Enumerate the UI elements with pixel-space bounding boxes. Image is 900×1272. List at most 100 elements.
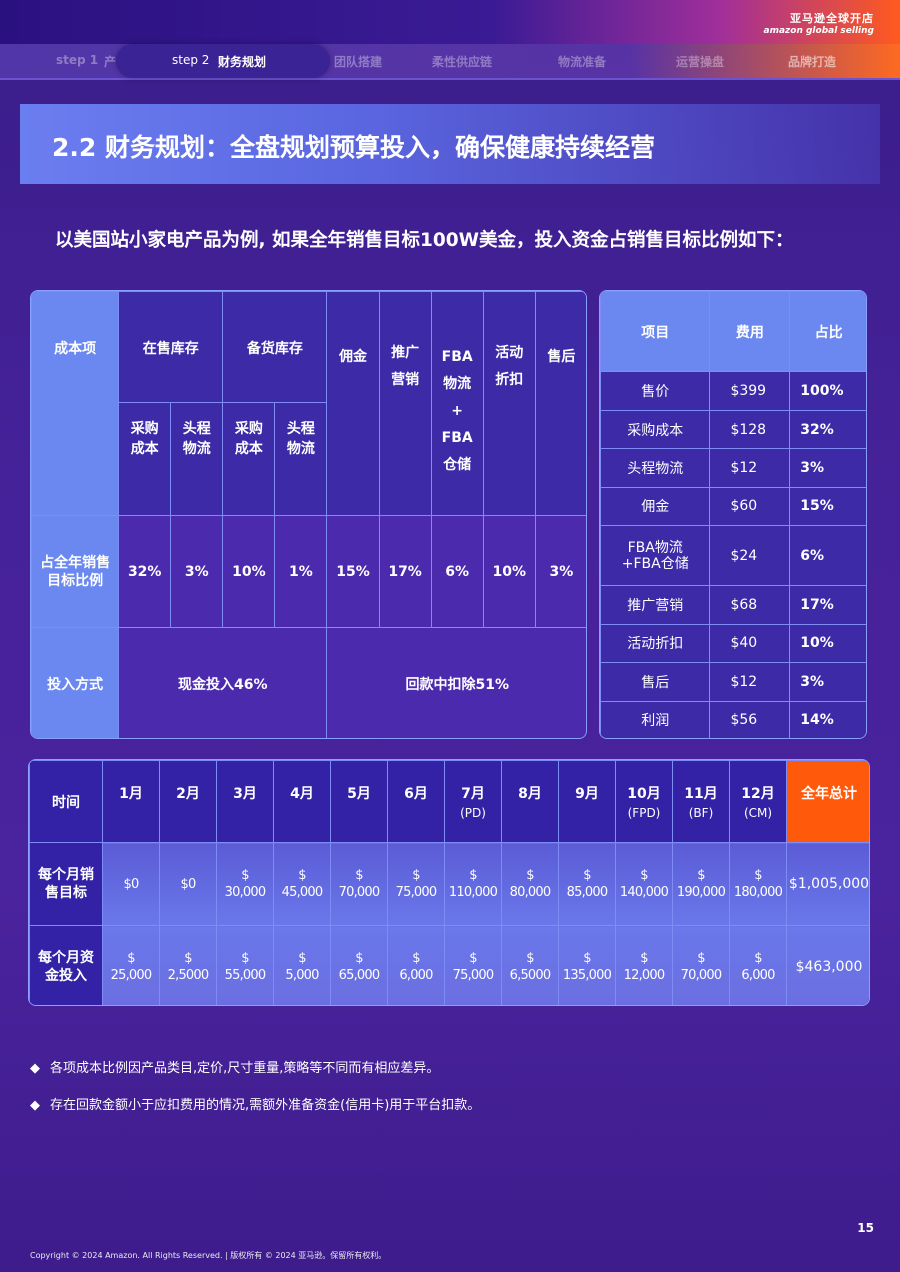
price-row: 推广营销 $68 17% [600, 585, 866, 625]
price-ratio: 6% [789, 525, 866, 587]
month-header: 6月 [387, 760, 445, 843]
month-value: $ 65,000 [330, 925, 388, 1005]
price-ratio: 15% [789, 486, 866, 527]
month-label: 7月 [461, 786, 485, 802]
purchase-text-1: 采购成本 [130, 421, 159, 457]
step-2-active[interactable]: step 2 财务规划 [116, 44, 330, 78]
price-item: 利润 [600, 700, 711, 738]
ratio-label: 占全年销售目标比例 [31, 515, 120, 628]
deduct-cell: 回款中扣除51% [326, 627, 586, 738]
note-item: ◆ 各项成本比例因产品类目,定价,尺寸重量,策略等不同而有相应差异。 [30, 1057, 480, 1076]
price-row: 头程物流 $12 3% [600, 448, 866, 488]
annual-total-value: $463,000 [786, 925, 869, 1005]
cost-ratio-table: 成本项 在售库存 备货库存 佣金 推广营销 FBA 物流 + FBA 仓储 活动… [30, 290, 587, 739]
ratio-cell: 10% [222, 515, 276, 628]
month-header: 7月 (PD) [444, 760, 502, 843]
month-value: $ 70,000 [330, 842, 388, 926]
invest-label: 每个月资金投入 [29, 925, 103, 1005]
month-label: 4月 [290, 786, 314, 802]
month-label: 3月 [233, 786, 257, 802]
first-leg-text-1: 头程物流 [182, 421, 211, 457]
month-value: $ 6,000 [729, 925, 787, 1005]
fba-l3: FBA [441, 430, 473, 446]
price-item: 佣金 [600, 486, 711, 527]
price-ratio: 32% [789, 409, 866, 450]
cash-invest-cell: 现金投入46% [118, 627, 328, 738]
month-header: 11月 (BF) [672, 760, 730, 843]
month-label: 1月 [119, 786, 143, 802]
month-value: $0 [102, 842, 160, 926]
month-header: 1月 [102, 760, 160, 843]
diamond-icon: ◆ [30, 1098, 40, 1113]
fba-header: FBA 物流 + FBA 仓储 [430, 291, 484, 516]
time-label: 时间 [29, 760, 103, 843]
step-3-text[interactable]: 团队搭建 [334, 55, 383, 69]
step-navigation: step 1 产 step 2 财务规划 团队搭建 柔性供应链 物流准备 运营操… [0, 44, 900, 80]
month-header: 10月 (FPD) [615, 760, 673, 843]
in-stock-header: 在售库存 [118, 291, 224, 403]
month-value: $ 140,000 [615, 842, 673, 926]
fba-l1: FBA [441, 349, 473, 365]
annual-total-header: 全年总计 [786, 760, 869, 843]
first-leg-text-2: 头程物流 [286, 421, 315, 457]
month-value: $ 25,000 [102, 925, 160, 1005]
ratio-label-text: 占全年销售目标比例 [40, 554, 111, 589]
price-item: 采购成本 [600, 409, 711, 450]
price-cost: $40 [709, 623, 791, 664]
step-2-text: 财务规划 [218, 55, 267, 69]
step-7-text[interactable]: 品牌打造 [788, 55, 837, 69]
month-value: $ 6,000 [387, 925, 445, 1005]
month-label: 12月 [741, 786, 775, 802]
note-item: ◆ 存在回款金额小于应扣费用的情况,需额外准备资金(信用卡)用于平台扣款。 [30, 1094, 480, 1113]
month-label: 8月 [518, 786, 542, 802]
month-value: $ 55,000 [216, 925, 274, 1005]
after-sales-header: 售后 [534, 291, 586, 516]
month-value: $ 80,000 [501, 842, 559, 926]
price-row: 采购成本 $128 32% [600, 409, 866, 450]
ratio-cell: 3% [170, 515, 224, 628]
price-row: 利润 $56 14% [600, 700, 866, 738]
price-ratio: 3% [789, 448, 866, 488]
note-text: 各项成本比例因产品类目,定价,尺寸重量,策略等不同而有相应差异。 [50, 1061, 440, 1076]
ratio-cell: 6% [430, 515, 484, 628]
step-5-text[interactable]: 物流准备 [558, 55, 607, 69]
backup-first-leg: 头程物流 [274, 402, 328, 516]
month-label: 9月 [575, 786, 599, 802]
step-1-label[interactable]: step 1 [56, 53, 99, 67]
discount-text: 活动折扣 [495, 345, 524, 388]
step-1-text[interactable]: 产 [104, 55, 117, 69]
month-event: (BF) [688, 806, 714, 820]
brand-cn: 亚马逊全球开店 [790, 12, 874, 25]
month-value: $ 85,000 [558, 842, 616, 926]
price-header-item: 项目 [600, 291, 711, 373]
price-item: 头程物流 [600, 448, 711, 488]
month-label: 2月 [176, 786, 200, 802]
month-header: 4月 [273, 760, 331, 843]
month-value: $ 180,000 [729, 842, 787, 926]
fba-plus: + [451, 403, 464, 419]
ratio-cell: 1% [274, 515, 328, 628]
price-row: 活动折扣 $40 10% [600, 623, 866, 664]
brand-en: amazon global selling [763, 26, 875, 36]
month-value: $ 6,5000 [501, 925, 559, 1005]
month-header: 12月 (CM) [729, 760, 787, 843]
month-header: 8月 [501, 760, 559, 843]
step-4-text[interactable]: 柔性供应链 [432, 55, 493, 69]
page-title: 2.2 财务规划：全盘规划预算投入，确保健康持续经营 [52, 133, 655, 162]
price-cost: $68 [709, 585, 791, 625]
price-item: FBA物流+FBA仓储 [600, 525, 711, 587]
month-value: $ 5,000 [273, 925, 331, 1005]
invest-method-label: 投入方式 [31, 627, 120, 738]
ratio-cell: 32% [118, 515, 172, 628]
price-cost: $399 [709, 371, 791, 411]
month-label: 5月 [347, 786, 371, 802]
copyright: Copyright © 2024 Amazon. All Rights Rese… [30, 1251, 387, 1260]
price-row: 售价 $399 100% [600, 371, 866, 411]
in-stock-first-leg: 头程物流 [170, 402, 224, 516]
month-event: (CM) [743, 806, 773, 820]
month-value: $ 70,000 [672, 925, 730, 1005]
price-header-cost: 费用 [709, 291, 791, 373]
price-row: 售后 $12 3% [600, 662, 866, 702]
unit-price-table: 项目 费用 占比 售价 $399 100% 采购成本 $128 32% 头程物流 $… [599, 290, 867, 739]
step-6-text[interactable]: 运营操盘 [676, 55, 725, 69]
